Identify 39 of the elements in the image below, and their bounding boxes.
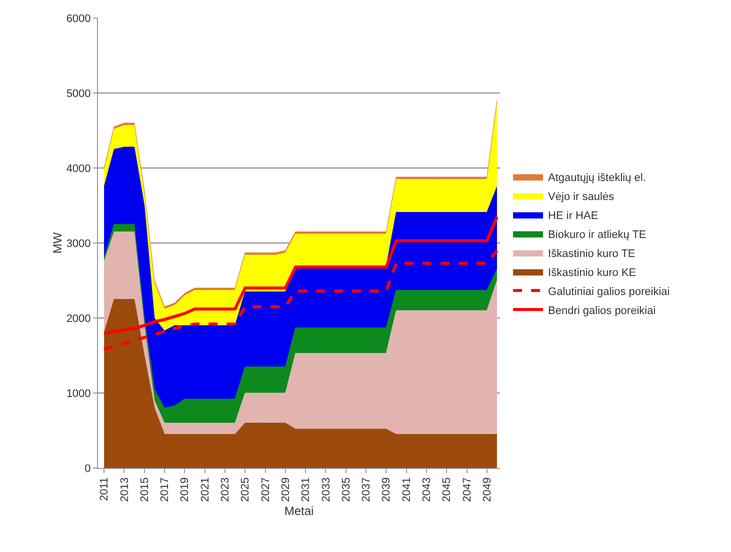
x-tick-label: 2025: [240, 477, 252, 502]
legend-label: Galutiniai galios poreikiai: [548, 286, 670, 298]
x-tick-label: 2031: [300, 477, 312, 502]
x-tick-label: 2049: [481, 477, 494, 502]
x-tick-label: 2039: [380, 477, 393, 502]
x-tick-label: 2019: [179, 477, 192, 502]
legend-label: Vėjo ir saulės: [548, 190, 615, 203]
x-tick-label: 2045: [441, 477, 454, 502]
y-tick-label: 2000: [66, 312, 91, 325]
x-tick-label: 2041: [400, 477, 413, 502]
legend-label: HE ir HAE: [548, 210, 598, 222]
legend-label: Atgautųjų išteklių el.: [548, 172, 646, 184]
x-tick-label: 2037: [360, 477, 373, 502]
legend-label: Iškastinio kuro TE: [548, 248, 636, 260]
y-tick-label: 5000: [66, 88, 91, 100]
x-tick-label: 2021: [199, 477, 212, 502]
x-tick-label: 2015: [138, 477, 151, 502]
x-tick-label: 2027: [260, 477, 272, 502]
y-tick-label: 6000: [66, 12, 91, 25]
x-tick-label: 2033: [320, 477, 332, 502]
legend-label: Iškastinio kuro KE: [548, 266, 636, 279]
x-tick-label: 2043: [421, 477, 434, 502]
legend-label: Bendri galios poreikiai: [548, 304, 656, 317]
y-tick-label: 4000: [66, 162, 91, 175]
line-series: [102, 249, 498, 351]
x-tick-label: 2011: [98, 477, 111, 502]
x-tick-label: 2029: [280, 477, 292, 502]
x-tick-label: 2017: [159, 477, 172, 502]
y-axis-title: MW: [50, 232, 64, 254]
x-tick-label: 2047: [461, 477, 474, 502]
line-series: [102, 215, 498, 334]
y-tick-label: 1000: [66, 388, 91, 400]
x-tick-label: 2023: [220, 477, 232, 502]
x-tick-label: 2013: [118, 477, 131, 502]
y-tick-label: 0: [84, 462, 91, 475]
legend-label: Biokuro ir atliekų TE: [548, 228, 646, 241]
x-axis-title: Metai: [284, 504, 314, 518]
y-tick-label: 3000: [66, 238, 91, 250]
x-tick-label: 2035: [340, 477, 352, 502]
